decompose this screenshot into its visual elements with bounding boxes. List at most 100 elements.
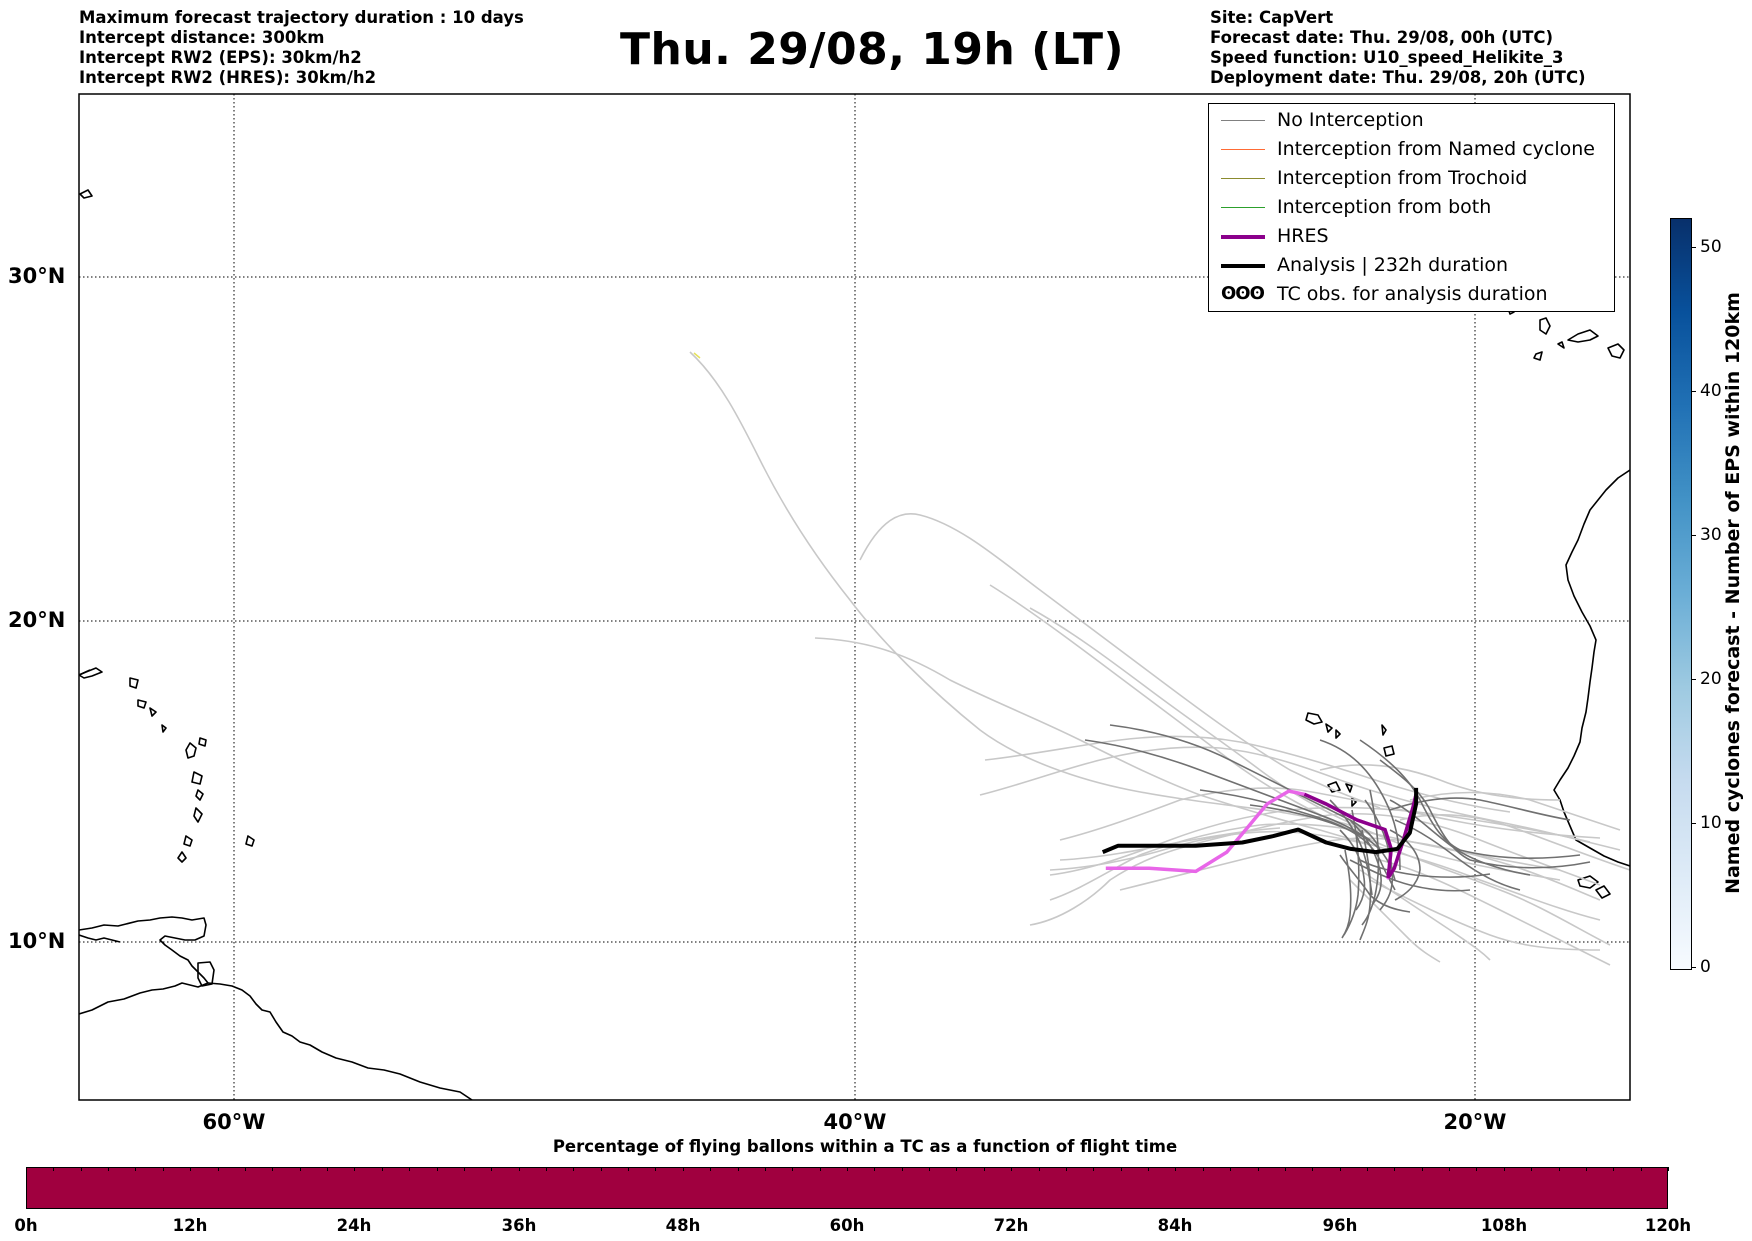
colorbar-bottom-tick (1613, 1167, 1615, 1171)
legend-item-trochoid: Interception from Trochoid (1215, 164, 1610, 193)
island-cape-verde (1305, 712, 1395, 807)
colorbar-bottom-tick (1038, 1167, 1040, 1171)
info-intercept-distance: Intercept distance: 300km (79, 28, 325, 47)
colorbar-bottom-tick (436, 1167, 438, 1171)
island-cuba-edge (79, 669, 91, 676)
trajectory-light (1409, 791, 1621, 831)
colorbar-bottom-label: 120h (1644, 1216, 1692, 1235)
info-max-duration: Maximum forecast trajectory duration : 1… (79, 8, 524, 27)
legend-label: Interception from Trochoid (1277, 167, 1528, 189)
coastline-paria (79, 916, 209, 984)
trajectory-yellow-tip (693, 352, 701, 359)
colorbar-tick-label: 0 (1700, 957, 1711, 977)
legend-label: TC obs. for analysis duration (1277, 283, 1548, 305)
colorbar-bottom-tick (573, 1167, 575, 1171)
lon-label-60w: 60°W (202, 1110, 266, 1134)
trajectory-dark (1389, 799, 1531, 876)
colorbar-bottom-tick (710, 1167, 712, 1171)
colorbar-named-cyclones (1670, 218, 1692, 970)
colorbar-bottom-tick (80, 1167, 82, 1171)
colorbar-tick-label: 20 (1700, 669, 1722, 689)
colorbar-bottom-label: 96h (1322, 1216, 1358, 1235)
colorbar-bottom-tick (1339, 1167, 1341, 1171)
island-virgin (79, 667, 167, 733)
colorbar-bottom-tick (545, 1167, 547, 1171)
legend-item-both: Interception from both (1215, 193, 1610, 222)
legend-item-no-interception: No Interception (1215, 106, 1610, 135)
map-frame (78, 93, 1631, 1101)
trajectory-light (689, 351, 1371, 836)
colorbar-bottom-tick (1585, 1167, 1587, 1171)
island-trinidad (197, 961, 215, 987)
colorbar-tick (1691, 391, 1696, 392)
colorbar-bottom-tick (135, 1167, 137, 1171)
colorbar-tick-label: 10 (1700, 813, 1722, 833)
colorbar-tick (1691, 823, 1696, 824)
info-speed-function: Speed function: U10_speed_Helikite_3 (1210, 48, 1564, 67)
legend-label: Interception from Named cyclone (1277, 138, 1595, 160)
legend-swatch (1221, 149, 1265, 150)
info-right: Site: CapVert Forecast date: Thu. 29/08,… (1210, 8, 1586, 88)
colorbar-bottom-tick (600, 1167, 602, 1171)
trajectory-light (1349, 879, 1441, 963)
trajectory-dark (1394, 819, 1521, 891)
colorbar-bottom-tick (628, 1167, 630, 1171)
colorbar-bottom-tick (1668, 1167, 1669, 1171)
lat-label-30n: 30°N (8, 264, 66, 288)
colorbar-bottom-tick (272, 1167, 274, 1171)
colorbar-bottom-tick (983, 1167, 985, 1171)
colorbar-bottom-tick (354, 1167, 356, 1171)
colorbar-bottom-tick (1093, 1167, 1095, 1171)
legend: No Interception Interception from Named … (1208, 103, 1615, 312)
legend-label: HRES (1277, 225, 1329, 247)
trajectory-light (1359, 869, 1491, 961)
colorbar-bottom-tick (1257, 1167, 1259, 1171)
legend-item-hres: HRES (1215, 222, 1610, 251)
colorbar-bottom-tick (299, 1167, 301, 1171)
hres-track-tail (1303, 792, 1418, 879)
colorbar-bottom-tick (244, 1167, 246, 1171)
colorbar-tick (1691, 967, 1696, 968)
colorbar-bottom-tick (655, 1167, 657, 1171)
island-azores-top (79, 189, 93, 199)
colorbar-bottom-tick (929, 1167, 931, 1171)
colorbar-bottom-tick (901, 1167, 903, 1171)
colorbar-bottom-tick (381, 1167, 383, 1171)
colorbar-bottom-title: Percentage of flying ballons within a TC… (552, 1137, 1178, 1156)
lon-label-40w: 40°W (823, 1110, 887, 1134)
info-intercept-hres: Intercept RW2 (HRES): 30km/h2 (79, 68, 377, 87)
colorbar-bottom-tick (1011, 1167, 1013, 1171)
trajectory-light (989, 584, 1611, 946)
colorbar-bottom-label: 72h (993, 1216, 1029, 1235)
legend-swatch (1221, 178, 1265, 179)
colorbar-bottom-tick (1421, 1167, 1423, 1171)
colorbar-bottom-tick (1558, 1167, 1560, 1171)
colorbar-bottom-tick (1449, 1167, 1451, 1171)
colorbar-tick (1691, 535, 1696, 536)
trajectory-light (859, 513, 1381, 809)
lon-label-20w: 20°W (1443, 1110, 1507, 1134)
colorbar-bottom-label: 84h (1157, 1216, 1193, 1235)
colorbar-bottom-label: 108h (1480, 1216, 1528, 1235)
colorbar-bottom-label: 60h (829, 1216, 865, 1235)
trajectory-dark (1359, 739, 1581, 860)
colorbar-bottom-tick (956, 1167, 958, 1171)
colorbar-bottom-tick (1148, 1167, 1150, 1171)
colorbar-bottom-tick (1394, 1167, 1396, 1171)
colorbar-bottom-tick (1476, 1167, 1478, 1171)
colorbar-bottom-tick (1640, 1167, 1642, 1171)
trajectory-dark (1084, 739, 1371, 841)
colorbar-bottom-tick (1366, 1167, 1368, 1171)
colorbar-bottom-tick (108, 1167, 110, 1171)
colorbar-bottom-tick (1503, 1167, 1505, 1171)
trajectory-dark (1349, 859, 1471, 892)
page-title: Thu. 29/08, 19h (LT) (620, 24, 1125, 75)
colorbar-bottom-tick (819, 1167, 821, 1171)
legend-label: No Interception (1277, 109, 1424, 131)
tc-symbol-icon: ʘʘʘ (1221, 283, 1265, 304)
coastline-africa (1553, 469, 1630, 867)
colorbar-bottom-label: 48h (665, 1216, 701, 1235)
info-deployment-date: Deployment date: Thu. 29/08, 20h (UTC) (1210, 68, 1586, 87)
trajectory-light (1029, 607, 1561, 881)
colorbar-tick-label: 50 (1700, 237, 1722, 257)
